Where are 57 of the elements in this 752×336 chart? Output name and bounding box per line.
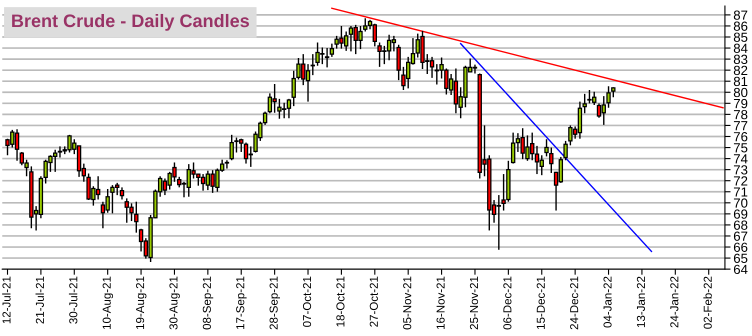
y-tick-label: 69 — [734, 209, 748, 219]
x-tick-label: 06-Dec-21 — [503, 276, 512, 330]
x-tick-label: 25-Nov-21 — [470, 276, 478, 330]
x-tick-label: 30-Jul-21 — [68, 276, 78, 324]
y-tick-label: 71 — [734, 187, 748, 197]
y-tick-label: 78 — [734, 110, 748, 120]
x-tick-label: 27-Oct-21 — [370, 276, 378, 327]
candlestick — [611, 86, 616, 98]
candlestick — [310, 53, 315, 76]
candlestick — [120, 186, 124, 200]
x-tick-label: 19-Aug-21 — [136, 276, 146, 330]
x-tick-label: 15-Dec-21 — [536, 276, 545, 330]
y-tick-label: 70 — [734, 198, 748, 208]
y-tick-label: 65 — [734, 254, 748, 263]
x-tick-label: 04-Jan-22 — [603, 276, 612, 328]
x-tick-label: 08-Sep-21 — [202, 276, 214, 330]
x-tick-label: 10-Aug-21 — [102, 276, 114, 330]
x-tick-label: 24-Jan-22 — [670, 276, 678, 328]
y-tick-label: 79 — [734, 98, 748, 108]
y-tick-label: 83 — [734, 54, 748, 64]
y-tick-label: 64 — [734, 264, 748, 274]
candlestick — [230, 134, 234, 161]
x-tick-label: 17-Sep-21 — [236, 276, 247, 330]
y-tick-label: 66 — [734, 242, 748, 252]
y-tick-label: 72 — [734, 176, 748, 186]
y-tick-label: 82 — [734, 66, 748, 76]
y-tick-label: 80 — [734, 88, 748, 98]
candlestick — [544, 138, 549, 158]
x-tick-label: 05-Nov-21 — [403, 276, 412, 330]
x-tick-label: 02-Feb-22 — [703, 276, 712, 329]
y-tick-label: 85 — [734, 32, 748, 42]
x-tick-label: 18-Oct-21 — [336, 276, 345, 326]
y-tick-label: 87 — [734, 10, 748, 20]
y-tick-label: 73 — [734, 165, 748, 175]
x-tick-label: 16-Nov-21 — [436, 276, 445, 330]
x-tick-label: 13-Jan-22 — [636, 276, 646, 328]
candlestick — [549, 146, 554, 174]
candlestick — [606, 85, 611, 108]
y-tick-label: 67 — [734, 232, 748, 241]
x-tick-label: 30-Aug-21 — [169, 276, 180, 330]
y-tick-label: 74 — [734, 154, 748, 164]
x-tick-label: 28-Sep-21 — [270, 276, 280, 330]
x-tick-label: 21-Jul-21 — [36, 276, 44, 324]
candlestick — [582, 93, 587, 114]
candlestick — [292, 70, 296, 107]
candlestick — [134, 201, 138, 234]
x-tick-label: 24-Dec-21 — [570, 276, 578, 330]
x-tick-label: 12-Jul-21 — [2, 276, 11, 324]
y-tick-label: 84 — [734, 44, 748, 53]
y-tick-label: 86 — [734, 22, 748, 31]
y-tick-label: 81 — [734, 76, 748, 86]
y-tick-label: 76 — [734, 132, 748, 142]
chart-title: Brent Crude - Daily Candles — [12, 14, 249, 31]
y-tick-label: 68 — [734, 220, 748, 230]
x-tick-label: 07-Oct-21 — [302, 276, 312, 327]
y-tick-label: 77 — [734, 121, 748, 130]
y-tick-label: 75 — [734, 143, 748, 152]
